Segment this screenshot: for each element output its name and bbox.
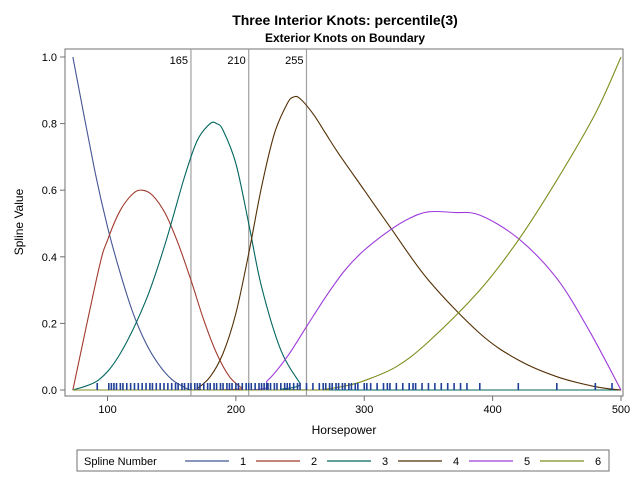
y-tick-label-0: 0.0 [42,385,57,397]
legend-label-1: 1 [240,456,246,468]
chart-title: Three Interior Knots: percentile(3) [232,12,458,28]
legend-label-3: 3 [382,456,388,468]
knot-lines: 165 210 255 [170,49,308,396]
legend-entries: 1 2 3 4 5 6 [185,456,601,468]
series-line-5 [72,210,622,391]
x-tick-label-100: 100 [98,404,116,416]
y-tick-label-1: 0.2 [42,318,57,330]
y-axis: 0.0 0.2 0.4 0.6 0.8 1.0 [42,52,65,397]
series-line-6 [72,56,622,391]
legend-title: Spline Number [84,456,157,468]
knot-label-210: 210 [227,55,245,67]
y-tick-label-3: 0.6 [42,185,57,197]
x-tick-label-300: 300 [355,404,373,416]
x-axis-label: Horsepower [312,423,377,437]
x-axis: 100 200 300 400 500 [98,396,630,416]
legend-label-4: 4 [453,456,459,468]
y-tick-label-4: 0.8 [42,119,57,131]
x-tick-label-200: 200 [227,404,245,416]
legend-label-6: 6 [595,456,601,468]
knot-label-255: 255 [285,55,303,67]
legend-label-5: 5 [524,456,530,468]
legend-label-2: 2 [311,456,317,468]
knot-label-165: 165 [170,55,188,67]
spline-series [72,56,622,391]
y-axis-label: Spline Value [12,188,26,255]
y-tick-label-5: 1.0 [42,52,57,64]
x-tick-label-400: 400 [483,404,501,416]
plot-frame [64,48,624,397]
series-line-1 [72,56,621,391]
rug-marks [96,383,613,390]
x-tick-label-500: 500 [612,404,630,416]
series-line-4 [72,95,622,391]
chart-subtitle: Exterior Knots on Boundary [265,31,425,45]
y-tick-label-2: 0.4 [42,252,57,264]
series-line-3 [72,121,621,391]
